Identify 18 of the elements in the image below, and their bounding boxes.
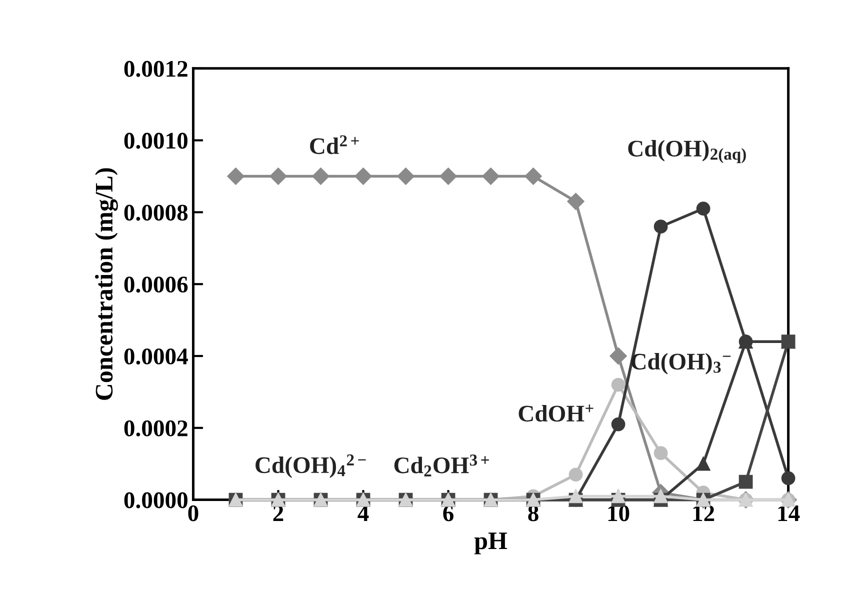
annotation: Cd$_{2}$OH$^{3+}$ xyxy=(394,454,489,476)
y-tick-label: 0.0000 xyxy=(124,492,188,508)
y-axis-title: Concentration (mg/L) xyxy=(95,168,118,400)
annotation: Cd$^{2+}$ xyxy=(310,135,359,154)
y-tick-label: 0.0002 xyxy=(124,420,188,436)
y-tick-label: 0.0010 xyxy=(124,132,188,149)
x-tick-label: 0 xyxy=(188,505,198,522)
x-tick-label: 14 xyxy=(778,505,800,522)
annotation: Cd(OH)$_{4}$$^{2−}$ xyxy=(256,454,366,478)
x-tick-label: 10 xyxy=(608,505,630,522)
annotation: Cd(OH)$_{2(aq)}$ xyxy=(628,140,746,164)
x-tick-label: 4 xyxy=(358,506,369,522)
y-tick-label: 0.0004 xyxy=(124,348,188,365)
y-tick-label: 0.0012 xyxy=(124,60,188,77)
annotation: CdOH$^{+}$ xyxy=(518,404,594,422)
y-tick-label: 0.0006 xyxy=(124,276,188,293)
x-axis-title: pH xyxy=(474,532,508,554)
y-tick-label: 0.0008 xyxy=(124,204,188,221)
